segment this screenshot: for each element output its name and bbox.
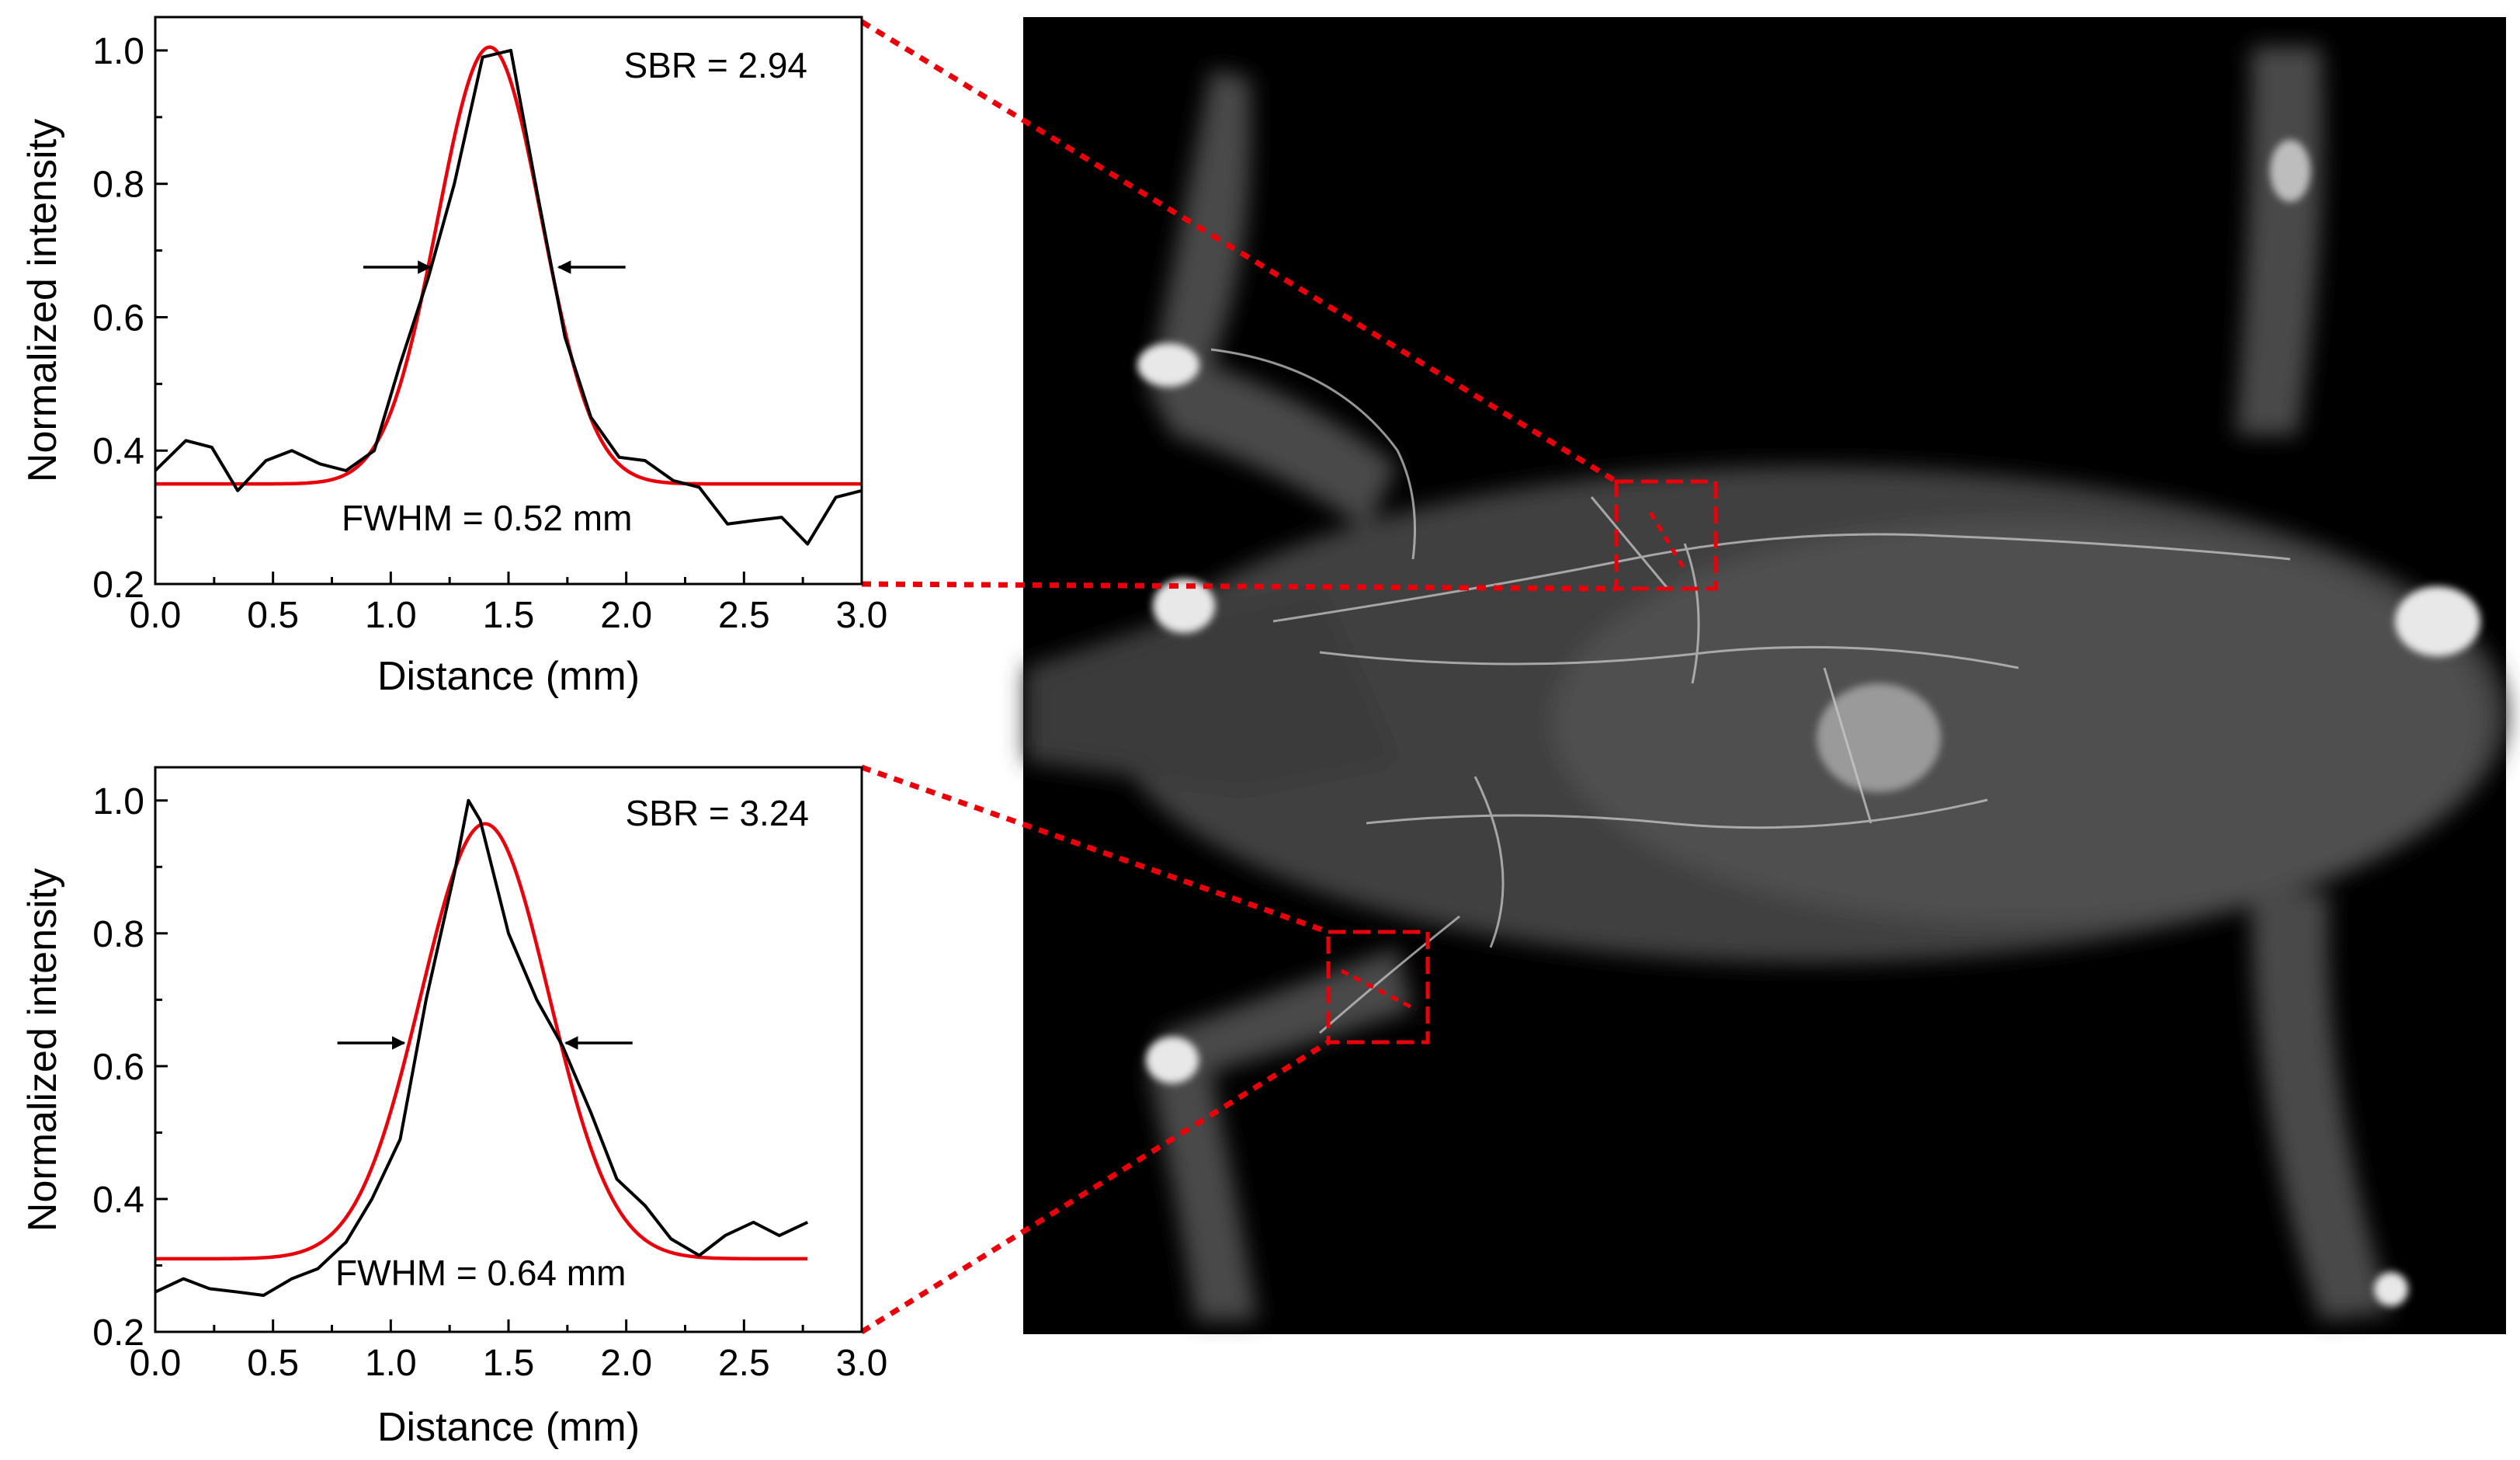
x-tick-label: 3.0 bbox=[836, 595, 888, 636]
y-tick-label: 0.2 bbox=[92, 565, 144, 606]
roi-box-bottom bbox=[1326, 930, 1430, 1045]
roi-line-top bbox=[1648, 511, 1685, 568]
sbr-label: SBR = 3.24 bbox=[625, 793, 809, 833]
x-tick-label: 1.0 bbox=[365, 595, 417, 636]
x-ticks: 0.0 0.5 1.0 1.5 2.0 2.5 3.0 bbox=[130, 572, 888, 636]
x-tick-label: 0.0 bbox=[130, 595, 182, 636]
x-tick-label: 2.0 bbox=[600, 1343, 652, 1384]
roi-box-top bbox=[1614, 479, 1718, 591]
fit-curve-layer bbox=[154, 822, 808, 1261]
chart-bottom: 0.0 0.5 1.0 1.5 2.0 2.5 3.0 0.2 0.4 0.6 0.8 1.0 SB… bbox=[20, 766, 888, 1450]
chart-top: 0.0 0.5 1.0 1.5 2.0 2.5 3.0 0.2 0.4 0.6 0.8 1.0 SB… bbox=[20, 16, 888, 699]
measured-curve-layer bbox=[154, 48, 863, 546]
sbr-label: SBR = 2.94 bbox=[623, 45, 807, 85]
connector-lines bbox=[860, 19, 1618, 1334]
x-ticks: 0.0 0.5 1.0 1.5 2.0 2.5 3.0 bbox=[130, 1319, 888, 1384]
x-tick-label: 0.5 bbox=[247, 1343, 299, 1384]
fluorescence-image bbox=[1023, 17, 2508, 1334]
y-tick-label: 0.8 bbox=[92, 914, 144, 955]
bright-spots bbox=[1137, 140, 2480, 1306]
y-ticks: 0.2 0.4 0.6 0.8 1.0 bbox=[92, 781, 168, 1354]
x-tick-label: 1.5 bbox=[483, 595, 535, 636]
y-tick-label: 0.6 bbox=[92, 297, 144, 339]
y-tick-label: 0.8 bbox=[92, 165, 144, 206]
x-tick-label: 2.5 bbox=[718, 1343, 770, 1384]
x-tick-label: 1.5 bbox=[483, 1343, 535, 1384]
measured-profile-line bbox=[154, 798, 809, 1297]
x-tick-label: 1.0 bbox=[365, 1343, 417, 1384]
x-axis-label: Distance (mm) bbox=[377, 654, 640, 699]
y-tick-label: 1.0 bbox=[92, 31, 144, 72]
x-tick-label: 3.0 bbox=[836, 1343, 888, 1384]
gaussian-fit-line bbox=[155, 45, 862, 486]
fwhm-label: FWHM = 0.64 mm bbox=[335, 1253, 626, 1293]
x-axis-label: Distance (mm) bbox=[377, 1405, 640, 1450]
y-tick-label: 0.4 bbox=[92, 431, 144, 472]
measured-curve-layer bbox=[154, 798, 809, 1297]
fwhm-label: FWHM = 0.52 mm bbox=[342, 498, 632, 538]
x-tick-label: 2.0 bbox=[600, 595, 652, 636]
y-tick-label: 0.4 bbox=[92, 1180, 144, 1221]
x-tick-label: 0.5 bbox=[247, 595, 299, 636]
x-tick-label: 2.5 bbox=[718, 595, 770, 636]
y-tick-label: 0.2 bbox=[92, 1312, 144, 1354]
x-tick-label: 0.0 bbox=[130, 1343, 182, 1384]
roi-line-bottom bbox=[1340, 968, 1418, 1012]
vessels bbox=[1210, 348, 2291, 1034]
y-tick-label: 1.0 bbox=[92, 781, 144, 822]
fit-curve-layer bbox=[155, 45, 862, 486]
gaussian-fit-line bbox=[154, 822, 808, 1261]
measured-profile-line bbox=[154, 48, 863, 546]
y-ticks: 0.2 0.4 0.6 0.8 1.0 bbox=[92, 31, 168, 606]
y-axis-label: Normalized intensity bbox=[20, 868, 65, 1232]
y-tick-label: 0.6 bbox=[92, 1047, 144, 1088]
y-axis-label: Normalized intensity bbox=[20, 119, 65, 482]
